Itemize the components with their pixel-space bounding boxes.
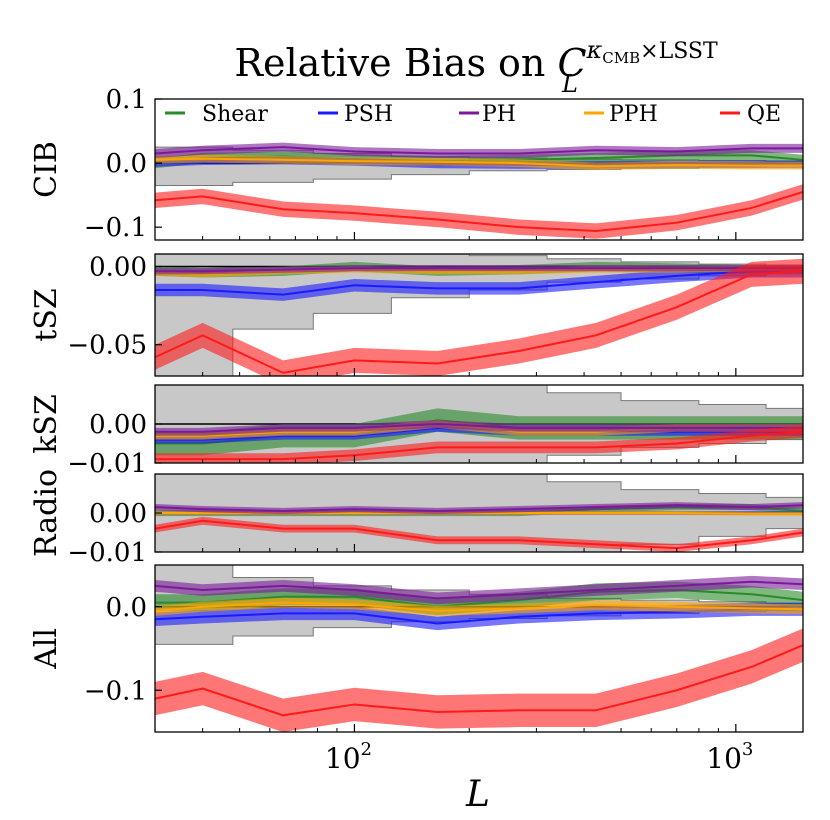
panel-plot-area	[155, 385, 803, 463]
x-axis-label: L	[465, 774, 490, 815]
x-axis: 102 103	[325, 739, 754, 775]
panel-frame	[154, 564, 804, 733]
x-tick-exponent: 2	[361, 739, 372, 760]
x-tick-base: 10	[706, 742, 742, 775]
error-band-qe	[155, 425, 803, 463]
series-line-ph	[155, 504, 803, 513]
chart-title: Relative Bias on CκCMB×LSST L	[234, 36, 718, 98]
legend-label-shear: Shear	[202, 102, 268, 127]
title-sup-rest: ×LSST	[640, 39, 718, 64]
series-line-qe	[155, 644, 803, 717]
y-tick-label: −0.05	[67, 331, 147, 361]
error-band-psh	[155, 264, 803, 301]
legend: Shear PSH PH PPH QE	[165, 102, 781, 127]
panel-cib: 0.1 0.0 −0.1 CIB	[29, 85, 804, 243]
y-tick-label: 0.1	[106, 85, 147, 115]
series-line-ph	[155, 580, 803, 600]
y-axis-label-radio: Radio	[29, 469, 64, 557]
title-sup-cmb: CMB	[602, 49, 640, 67]
y-tick-label: 0.00	[89, 253, 147, 283]
series-line-ph	[155, 422, 803, 433]
series-line-qe	[155, 190, 803, 233]
x-tick-label: 102	[325, 739, 372, 775]
panels: 0.10.0−0.1CIB0.00−0.05tSZ0.00−0.01kSZ0.0…	[29, 85, 804, 733]
y-axis-label-tsz: tSZ	[29, 288, 64, 341]
error-band-qe	[155, 184, 803, 239]
error-band-ph	[155, 575, 803, 605]
y-tick-label: −0.1	[84, 676, 147, 706]
error-band-qe	[155, 258, 803, 376]
y-axis-label-cib: CIB	[29, 141, 64, 198]
series-line-qe	[155, 430, 803, 461]
panel-plot-area	[155, 565, 803, 732]
y-tick-label: 0.0	[106, 149, 147, 179]
legend-label-ph: PH	[482, 102, 516, 127]
x-tick-label: 103	[706, 739, 753, 775]
panel-plot-area	[155, 142, 803, 239]
error-band-qe	[155, 516, 803, 552]
legend-label-pph: PPH	[609, 102, 658, 127]
y-tick-label: 0.0	[106, 593, 147, 623]
y-tick-label: 0.00	[89, 410, 147, 440]
panel-plot-area	[155, 254, 803, 376]
y-tick-label: −0.01	[67, 449, 147, 479]
title-symbol: C	[557, 41, 586, 85]
panel-plot-area	[155, 474, 803, 552]
y-tick-label: 0.00	[89, 499, 147, 529]
y-axis-label-ksz: kSZ	[29, 394, 64, 454]
x-tick-exponent: 3	[742, 739, 753, 760]
series-line-pph	[155, 601, 803, 612]
error-band-ph	[155, 142, 803, 158]
y-axis-label-all: All	[29, 628, 64, 670]
series-line-ph	[155, 146, 803, 155]
error-band-pph	[155, 597, 803, 616]
y-tick-label: −0.01	[67, 538, 147, 568]
y-tick-label: −0.1	[84, 213, 147, 243]
title-main: Relative Bias on	[234, 41, 557, 85]
series-line-ph	[155, 267, 803, 273]
series-line-qe	[155, 519, 803, 550]
series-line-pph	[155, 157, 803, 168]
panel-all: 0.0 −0.1 All	[29, 564, 804, 733]
panel-frame	[154, 98, 804, 241]
error-band-ph	[155, 420, 803, 436]
x-tick-base: 10	[325, 742, 361, 775]
legend-label-qe: QE	[747, 102, 781, 127]
title-sub-l: L	[561, 70, 578, 98]
error-band-qe	[155, 628, 803, 732]
title-sup-kappa: κ	[586, 36, 603, 64]
series-line-shear	[155, 589, 803, 608]
series-line-qe	[155, 270, 803, 374]
panel-frame	[154, 253, 804, 377]
series-line-psh	[155, 270, 803, 296]
legend-label-psh: PSH	[344, 102, 393, 127]
